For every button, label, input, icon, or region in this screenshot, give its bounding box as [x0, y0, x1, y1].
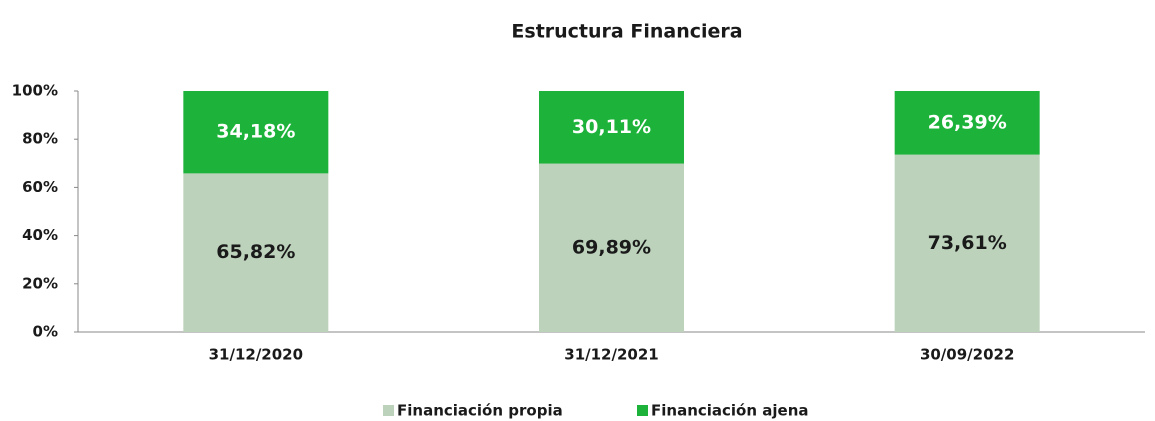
bar-segment	[539, 163, 684, 332]
y-tick-label: 0%	[33, 323, 58, 341]
bar-segment	[539, 91, 684, 164]
y-tick-label: 60%	[22, 178, 58, 196]
legend-label: Financiación ajena	[651, 402, 809, 420]
y-tick-label: 100%	[12, 82, 58, 100]
y-tick-label: 80%	[22, 130, 58, 148]
value-label: 73,61%	[928, 232, 1007, 254]
x-tick-label: 30/09/2022	[920, 346, 1014, 364]
x-tick-label: 31/12/2021	[564, 346, 658, 364]
legend-swatch	[637, 405, 648, 416]
value-label: 65,82%	[216, 241, 295, 263]
x-tick-label: 31/12/2020	[209, 346, 303, 364]
bar-segment	[183, 173, 329, 332]
bar-segment	[183, 91, 329, 174]
value-label: 34,18%	[216, 121, 295, 143]
legend-swatch	[383, 405, 394, 416]
value-label: 26,39%	[928, 111, 1007, 133]
y-tick-label: 40%	[22, 226, 58, 244]
bar-segment	[894, 154, 1040, 332]
chart-title: Estructura Financiera	[511, 21, 742, 43]
value-label: 30,11%	[572, 116, 651, 138]
y-tick-label: 20%	[22, 274, 58, 292]
legend-label: Financiación propia	[397, 402, 563, 420]
value-label: 69,89%	[572, 236, 651, 258]
bar-segment	[894, 91, 1040, 155]
